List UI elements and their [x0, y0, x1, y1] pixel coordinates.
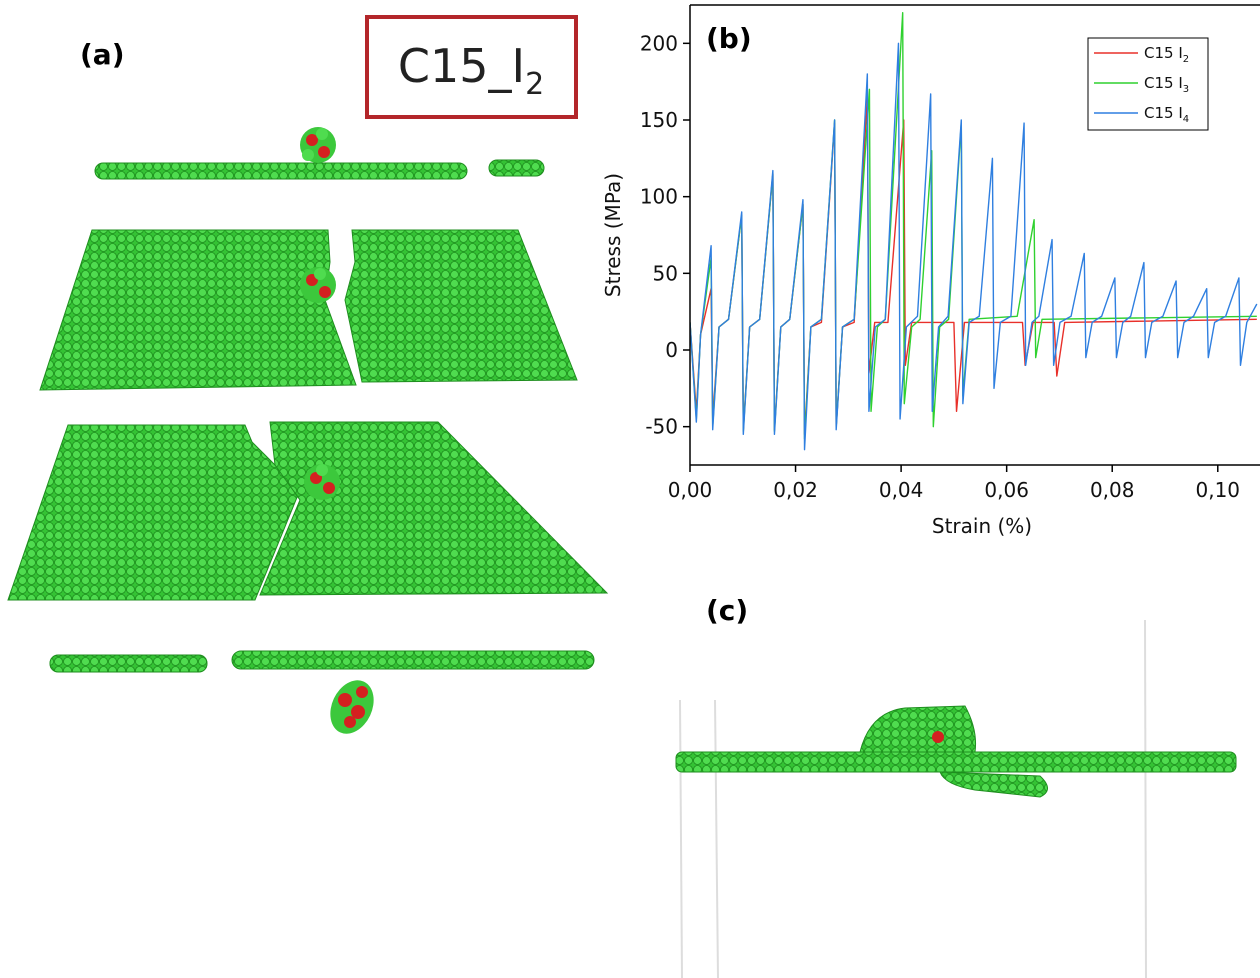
- config-box: [365, 15, 578, 119]
- panel-label: (a): [80, 38, 125, 71]
- y-tick-label: 0: [665, 338, 678, 362]
- config-label: C15_I2: [398, 39, 544, 102]
- x-tick-label: 0,02: [773, 478, 818, 502]
- legend-label: C15 I3: [1144, 74, 1189, 95]
- atom-sheet: [7, 424, 301, 601]
- defect-cluster: [300, 127, 336, 163]
- atom-row: [675, 751, 1237, 773]
- x-tick-label: 0,10: [1196, 478, 1241, 502]
- panel-label: (b): [706, 22, 752, 55]
- y-tick-label: 100: [640, 185, 678, 209]
- defect-cluster: [304, 464, 340, 500]
- defect-cluster: [330, 680, 374, 734]
- data-line: [690, 42, 1258, 451]
- stress-strain-chart: (b) -50 0 50 100 150 200 0,00 0,02 0,04 0,06 0,08 0…: [601, 4, 1260, 538]
- guide-line: [714, 699, 719, 978]
- red-atom: [932, 731, 944, 743]
- x-tick-label: 0,08: [1090, 478, 1135, 502]
- legend-label: C15 I4: [1144, 104, 1189, 125]
- config-subscript: 2: [525, 67, 544, 102]
- y-tick-label: 150: [640, 108, 678, 132]
- atom-structures: [7, 127, 609, 734]
- atom-sheet: [39, 229, 357, 391]
- y-tick-label: -50: [645, 415, 678, 439]
- y-axis-label: Stress (MPa): [601, 173, 625, 297]
- y-tick-label: 50: [653, 261, 678, 285]
- side-view: [675, 619, 1237, 978]
- x-tick-label: 0,04: [879, 478, 924, 502]
- y-tick-label: 200: [640, 31, 678, 55]
- atom-row: [49, 654, 208, 673]
- atom-row: [488, 159, 545, 177]
- atom-row: [231, 650, 595, 670]
- data-line: [690, 96, 1257, 436]
- defect-loop: [859, 705, 976, 753]
- config-text: C15_I: [398, 39, 525, 93]
- guide-line: [679, 699, 683, 978]
- atom-sheet: [259, 421, 609, 596]
- x-axis-label: Strain (%): [932, 514, 1032, 538]
- atom-row: [94, 162, 468, 180]
- atom-sheet: [344, 229, 578, 383]
- guide-line: [1144, 619, 1147, 978]
- panel-label: (c): [706, 594, 748, 627]
- x-tick-label: 0,06: [984, 478, 1029, 502]
- legend-label: C15 I2: [1144, 44, 1189, 65]
- x-tick-label: 0,00: [668, 478, 713, 502]
- defect-cluster: [300, 267, 336, 303]
- defect-loop: [939, 771, 1048, 798]
